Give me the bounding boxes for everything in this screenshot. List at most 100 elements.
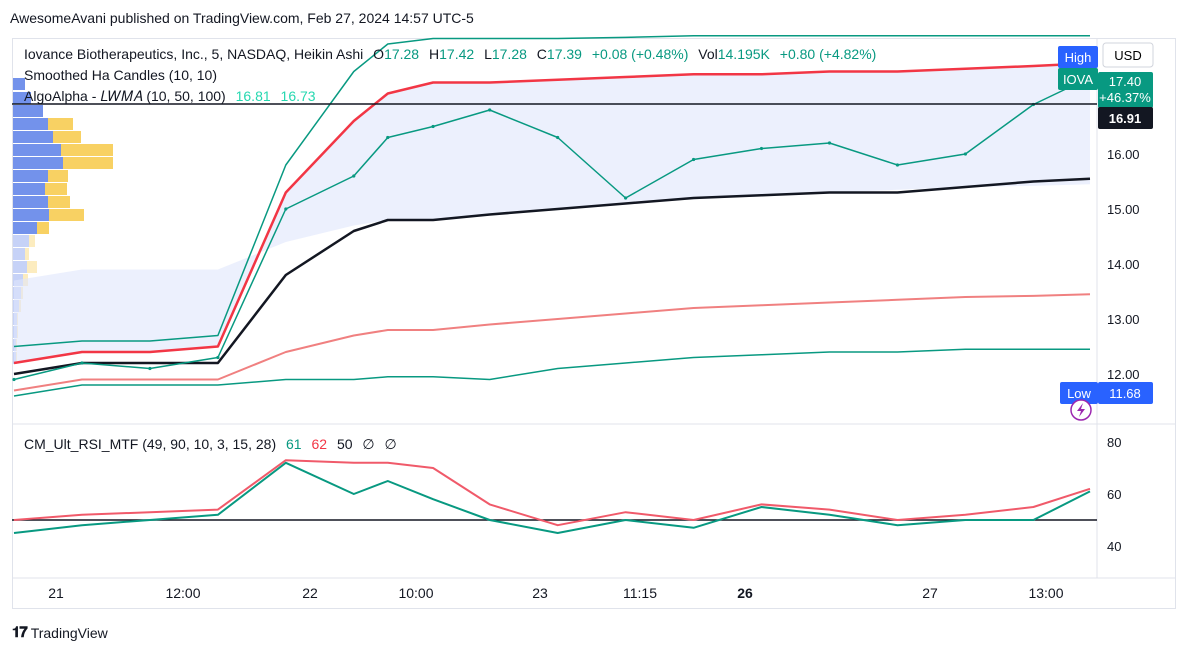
tradingview-logo-icon: 𝟏𝟕 xyxy=(12,624,28,641)
volume-profile-bar xyxy=(13,78,25,90)
price-point xyxy=(895,163,900,167)
legend-indicator-2: AlgoAlpha - 𝐿𝑊𝑀𝐴 (10, 50, 100) 16.81 16.… xyxy=(24,88,316,104)
price-axis-ticks: 16.00 15.00 14.00 13.00 12.00 xyxy=(1107,147,1140,382)
high-label: High xyxy=(1065,50,1092,65)
low-badge xyxy=(1060,382,1098,404)
price-point xyxy=(352,174,356,178)
time-tick-label: 26 xyxy=(737,585,753,601)
volume-profile-bar xyxy=(27,261,37,273)
last-price: 17.40 xyxy=(1109,74,1142,89)
volume-profile-bar xyxy=(13,170,48,182)
volume-profile-bar xyxy=(13,261,27,273)
time-tick-label: 11:15 xyxy=(623,585,657,601)
series-line-lower-band xyxy=(13,293,1091,392)
price-tick-label: 12.00 xyxy=(1107,367,1140,382)
crosshair-price: 16.91 xyxy=(1109,111,1142,126)
volume-profile-bar xyxy=(13,235,29,247)
price-plot xyxy=(12,35,1092,397)
volume-profile-bar xyxy=(13,105,43,117)
volume-profile-bar xyxy=(13,183,45,195)
rsi-tick-label: 40 xyxy=(1107,539,1121,554)
volume-profile-bar xyxy=(13,209,49,221)
price-point xyxy=(759,146,764,151)
series-line-lwma xyxy=(13,177,1091,376)
volume-profile-bar xyxy=(53,131,81,143)
low-value-badge xyxy=(1098,382,1153,404)
price-point xyxy=(488,108,492,112)
price-point xyxy=(148,366,152,371)
price-point xyxy=(691,157,696,162)
last-change: +46.37% xyxy=(1099,90,1151,105)
publisher-line: AwesomeAvani published on TradingView.co… xyxy=(10,10,474,26)
footer-brand[interactable]: 𝟏𝟕 TradingView xyxy=(12,624,108,641)
volume-profile-bar xyxy=(13,222,37,234)
low-value: 11.68 xyxy=(1109,386,1141,401)
rsi-tick-label: 60 xyxy=(1107,487,1121,502)
time-tick-label: 12:00 xyxy=(165,585,200,601)
volume-profile-bar xyxy=(13,196,48,208)
price-point xyxy=(624,196,628,200)
series-line-outer-upper xyxy=(13,35,1090,348)
price-point xyxy=(963,152,968,156)
currency-label: USD xyxy=(1114,48,1141,63)
time-tick-label: 10:00 xyxy=(398,585,433,601)
price-point xyxy=(827,141,832,145)
volume-profile-bar xyxy=(13,131,53,143)
band-fill xyxy=(14,63,1090,364)
rsi-plot xyxy=(12,459,1097,534)
volume-profile-bar xyxy=(13,92,31,104)
volume-profile-bar xyxy=(13,118,48,130)
time-axis: 21 12:00 22 10:00 23 11:15 26 27 13:00 xyxy=(48,585,1064,601)
time-tick-label: 23 xyxy=(532,585,548,601)
price-point xyxy=(386,135,390,140)
time-tick-label: 21 xyxy=(48,585,64,601)
currency-button[interactable] xyxy=(1102,42,1154,68)
time-tick-label: 13:00 xyxy=(1028,585,1063,601)
volume-profile-bar xyxy=(45,183,67,195)
volume-profile-bar xyxy=(63,157,113,169)
volume-profile-bar xyxy=(25,248,29,260)
footer-brand-text: TradingView xyxy=(30,624,108,641)
price-point xyxy=(431,124,435,129)
series-line-upper-band xyxy=(13,62,1091,365)
series-line-outer-lower xyxy=(13,348,1090,397)
volume-profile-bar xyxy=(48,118,73,130)
series-line-price xyxy=(13,76,1091,381)
volume-profile-bar xyxy=(13,248,25,260)
high-badge xyxy=(1058,46,1098,68)
volume-profile xyxy=(13,78,113,364)
price-point xyxy=(284,207,288,211)
volume-profile-bar xyxy=(37,222,49,234)
rsi-tick-label: 80 xyxy=(1107,435,1121,450)
price-point xyxy=(216,355,220,360)
legend-indicator-rsi: CM_Ult_RSI_MTF (49, 90, 10, 3, 15, 28) 6… xyxy=(24,436,397,452)
volume-profile-bar xyxy=(61,144,113,156)
rsi-series-rsi-mtf xyxy=(13,459,1091,527)
lightning-icon[interactable] xyxy=(1070,399,1092,421)
time-tick-label: 22 xyxy=(302,585,318,601)
low-label: Low xyxy=(1067,386,1091,401)
price-tick-label: 16.00 xyxy=(1107,147,1140,162)
price-point xyxy=(80,361,84,365)
volume-profile-bar xyxy=(29,235,35,247)
volume-profile-bar xyxy=(13,157,63,169)
price-point xyxy=(12,377,16,382)
time-tick-label: 27 xyxy=(922,585,938,601)
price-tick-label: 15.00 xyxy=(1107,202,1140,217)
last-price-badge xyxy=(1098,72,1153,108)
volume-profile-bar xyxy=(48,196,70,208)
rsi-axis-ticks: 80 60 40 xyxy=(1107,435,1121,554)
symbol-badge xyxy=(1058,68,1098,90)
volume-profile-bar xyxy=(49,209,84,221)
symbol-label: IOVA xyxy=(1063,72,1093,87)
price-tick-label: 14.00 xyxy=(1107,257,1140,272)
price-tick-label: 13.00 xyxy=(1107,312,1140,327)
volume-profile-bar xyxy=(13,144,61,156)
price-point xyxy=(556,135,560,140)
crosshair-price-badge xyxy=(1098,107,1153,129)
volume-profile-bar xyxy=(48,170,68,182)
rsi-series-rsi xyxy=(13,461,1091,534)
legend-symbol: Iovance Biotherapeutics, Inc., 5, NASDAQ… xyxy=(24,46,876,62)
legend-indicator-1: Smoothed Ha Candles (10, 10) xyxy=(24,67,217,83)
